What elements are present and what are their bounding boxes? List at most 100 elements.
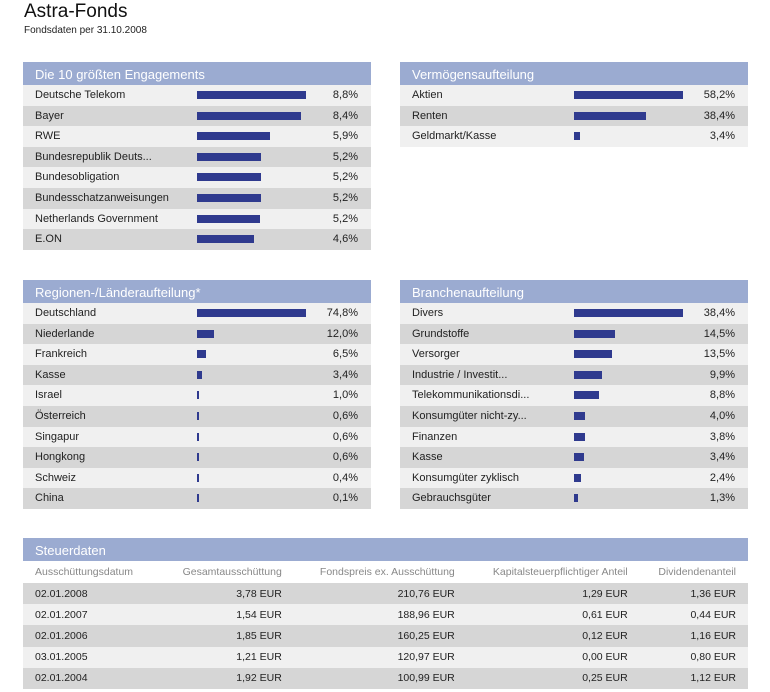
item-percentage: 0,1% — [332, 492, 358, 505]
table-cell: 1,12 EUR — [690, 672, 736, 685]
table-cell: 120,97 EUR — [397, 651, 455, 664]
percentage-bar — [197, 111, 302, 120]
table-cell: 03.01.2005 — [35, 651, 88, 664]
table-cell: 0,00 EUR — [582, 651, 628, 664]
item-label: Bundesobligation — [35, 171, 120, 184]
percentage-bar — [574, 309, 683, 317]
table-cell: 0,44 EUR — [690, 608, 736, 621]
item-percentage: 9,9% — [709, 368, 735, 381]
list-item: Singapur 0,6% — [23, 426, 371, 448]
table-row: 02.01.2006 1,85 EUR 160,25 EUR 0,12 EUR 1,16… — [23, 625, 748, 647]
item-label: Konsumgüter zyklisch — [412, 471, 519, 484]
percentage-bar — [574, 329, 616, 338]
panel-branchen: Branchenaufteilung Divers 38,4% Grundsto… — [400, 280, 748, 509]
table-row: 02.01.2008 3,78 EUR 210,76 EUR 1,29 EUR 1,36… — [23, 583, 748, 605]
item-percentage: 38,4% — [703, 109, 735, 122]
table-cell: 1,16 EUR — [690, 629, 736, 642]
panel-steuerdaten: Steuerdaten Ausschüttungsdatum Gesamtauss… — [23, 538, 748, 689]
percentage-bar — [574, 350, 613, 359]
column-header: Fondspreis ex. Ausschüttung — [293, 561, 467, 583]
column-header: Kapitalsteuerpflichtiger Anteil — [466, 561, 640, 583]
percentage-bar — [197, 152, 262, 161]
list-item: Aktien 58,2% — [400, 85, 748, 106]
percentage-bar — [197, 391, 199, 400]
table-cell: 1,54 EUR — [236, 608, 282, 621]
item-label: RWE — [35, 130, 61, 143]
list-item: Frankreich 6,5% — [23, 344, 371, 365]
panel-header: Branchenaufteilung — [400, 280, 748, 303]
list-item: Netherlands Government 5,2% — [23, 208, 371, 230]
panel-vermoegensaufteilung: Vermögensaufteilung Aktien 58,2% Renten … — [400, 62, 748, 147]
percentage-bar — [197, 132, 271, 141]
percentage-bar — [197, 91, 306, 99]
item-percentage: 14,5% — [703, 327, 735, 340]
item-label: Netherlands Government — [35, 212, 158, 225]
item-label: Kasse — [35, 368, 66, 381]
column-header: Gesamtausschüttung — [161, 561, 294, 583]
list-item: Telekommunikationsdi... 8,8% — [400, 385, 748, 406]
item-percentage: 2,4% — [709, 471, 735, 484]
item-percentage: 4,0% — [709, 409, 735, 422]
item-label: Aktien — [412, 89, 443, 101]
list-item: Gebrauchsgüter 1,3% — [400, 488, 748, 509]
list-item: Niederlande 12,0% — [23, 323, 371, 345]
item-label: Singapur — [35, 430, 80, 443]
percentage-bar — [197, 473, 199, 482]
table-cell: 100,99 EUR — [397, 672, 455, 685]
item-label: Gebrauchsgüter — [412, 492, 491, 505]
table-cell: 0,25 EUR — [582, 672, 628, 685]
percentage-bar — [197, 494, 199, 503]
list-item: Industrie / Investit... 9,9% — [400, 364, 748, 386]
item-percentage: 3,4% — [709, 451, 735, 464]
item-percentage: 8,8% — [332, 89, 358, 101]
list-item: Deutschland 74,8% — [23, 303, 371, 324]
item-label: Versorger — [412, 348, 460, 361]
percentage-bar — [197, 411, 199, 420]
table-cell: 02.01.2006 — [35, 629, 88, 642]
list-item: Hongkong 0,6% — [23, 447, 371, 468]
percentage-bar — [197, 235, 254, 244]
list-item: Bundesschatzanweisungen 5,2% — [23, 187, 371, 209]
table-cell: 0,80 EUR — [690, 651, 736, 664]
percentage-bar — [197, 370, 202, 379]
item-percentage: 3,4% — [709, 130, 735, 143]
item-percentage: 1,0% — [332, 389, 358, 402]
item-label: Renten — [412, 109, 448, 122]
page-title: Astra-Fonds — [24, 1, 128, 22]
item-percentage: 5,9% — [332, 130, 358, 143]
list-item: Divers 38,4% — [400, 303, 748, 324]
item-label: Deutsche Telekom — [35, 89, 126, 101]
percentage-bar — [197, 214, 261, 223]
list-item: Israel 1,0% — [23, 385, 371, 406]
percentage-bar — [574, 111, 646, 120]
item-label: Geldmarkt/Kasse — [412, 130, 497, 143]
item-label: Hongkong — [35, 451, 86, 464]
table-cell: 188,96 EUR — [397, 608, 455, 621]
item-label: E.ON — [35, 233, 62, 246]
column-header: Dividendenanteil — [639, 561, 748, 583]
item-percentage: 8,4% — [332, 109, 358, 122]
table-cell: 1,36 EUR — [690, 587, 736, 600]
item-label: Bundesschatzanweisungen — [35, 191, 169, 204]
item-percentage: 58,2% — [703, 89, 735, 101]
item-percentage: 13,5% — [703, 348, 735, 361]
list-item: E.ON 4,6% — [23, 229, 371, 250]
item-percentage: 4,6% — [332, 233, 358, 246]
percentage-bar — [197, 453, 199, 462]
table-cell: 0,61 EUR — [582, 608, 628, 621]
list-item: Grundstoffe 14,5% — [400, 323, 748, 345]
percentage-bar — [574, 411, 586, 420]
percentage-bar — [574, 370, 603, 379]
table-cell: 02.01.2008 — [35, 587, 88, 600]
item-percentage: 6,5% — [332, 348, 358, 361]
percentage-bar — [574, 432, 585, 441]
list-item: Deutsche Telekom 8,8% — [23, 85, 371, 106]
percentage-bar — [197, 309, 306, 317]
item-label: Bundesrepublik Deuts... — [35, 150, 152, 163]
item-label: Divers — [412, 307, 444, 319]
table-row: 02.01.2007 1,54 EUR 188,96 EUR 0,61 EUR 0,44… — [23, 604, 748, 626]
page-subtitle: Fondsdaten per 31.10.2008 — [24, 25, 147, 36]
table-cell: 02.01.2007 — [35, 608, 88, 621]
table-cell: 1,92 EUR — [236, 672, 282, 685]
item-label: Konsumgüter nicht-zy... — [412, 409, 527, 422]
